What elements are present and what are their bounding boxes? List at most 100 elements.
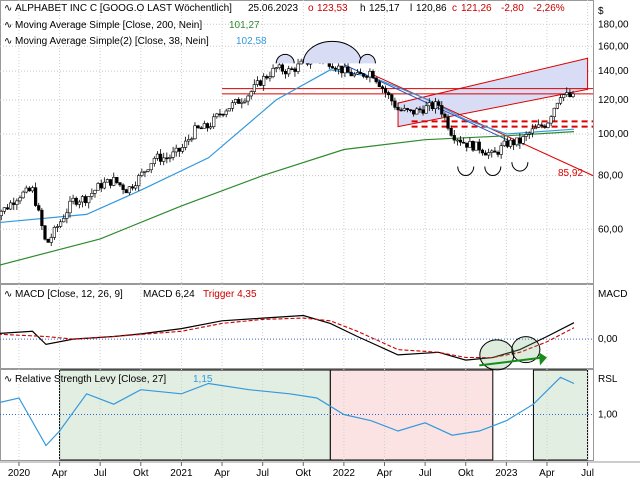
candle-body — [352, 73, 356, 77]
candle-body — [80, 196, 85, 203]
candle-body — [412, 109, 416, 115]
candle-body — [205, 123, 210, 129]
candle-body — [224, 110, 228, 115]
open-value: 123,53 — [317, 3, 348, 14]
candle-body — [480, 149, 484, 154]
candle-body — [505, 140, 509, 147]
candle-body — [199, 127, 203, 130]
candle-body — [471, 141, 475, 151]
candle-body — [196, 125, 200, 129]
candle-body — [452, 135, 456, 141]
candle-body — [65, 212, 69, 219]
time-tick-label: Jul — [256, 468, 269, 479]
candle-body — [118, 182, 122, 186]
data-series — [0, 69, 575, 447]
candle-body — [283, 70, 288, 75]
candle-body — [152, 158, 156, 164]
candle-body — [527, 132, 531, 135]
candle-body — [446, 116, 450, 129]
candle-body — [93, 189, 97, 194]
candle-body — [537, 124, 541, 128]
macd-icon: ∿ — [4, 289, 12, 300]
candle-body — [258, 80, 263, 86]
candle-body — [333, 67, 338, 70]
candle-body — [371, 70, 375, 79]
candle-body — [21, 191, 25, 199]
candle-body — [177, 147, 181, 152]
candle-body — [280, 64, 285, 72]
price-tick-label: 60,00 — [598, 224, 623, 235]
candle-body — [546, 122, 550, 128]
candle-body — [421, 109, 425, 114]
candle-body — [149, 163, 153, 171]
grid-lines — [0, 0, 593, 466]
bottom-arc — [484, 166, 502, 177]
candle-body — [59, 221, 63, 227]
candle-body — [109, 179, 113, 186]
candle-body — [368, 70, 372, 78]
candle-body — [362, 73, 366, 77]
candle-body — [512, 139, 516, 146]
shoulder-arc — [358, 53, 376, 64]
candle-body — [30, 187, 35, 192]
macd-tick-label: 0,00 — [598, 334, 618, 345]
panel-frame-1 — [0, 284, 594, 369]
sma200-line — [0, 131, 575, 266]
candle-body — [380, 86, 385, 89]
sma38-icon: ∿ — [4, 36, 12, 47]
close-label: c — [452, 3, 457, 14]
candle-body — [533, 127, 538, 130]
candle-body — [508, 139, 513, 147]
time-tick-label: Okt — [295, 468, 311, 479]
candle-body — [262, 76, 266, 86]
candle-body — [249, 91, 253, 97]
time-tick-label: Apr — [52, 468, 68, 479]
candle-body — [27, 187, 31, 192]
candle-body — [212, 116, 216, 127]
candle-body — [190, 138, 194, 141]
candle-body — [49, 237, 53, 243]
time-tick-label: 2022 — [333, 468, 356, 479]
candle-body — [96, 183, 100, 191]
candle-body — [390, 94, 394, 102]
rsl-tick-label: 1,00 — [598, 410, 618, 421]
rsl-zone-2 — [532, 369, 589, 461]
candle-body — [102, 181, 106, 189]
candle-body — [24, 187, 28, 193]
time-tick-label: 2020 — [8, 468, 31, 479]
candle-body — [330, 66, 335, 69]
candle-body — [155, 153, 160, 159]
candle-body — [287, 68, 291, 75]
candle-body — [255, 80, 260, 85]
candle-body — [158, 153, 163, 162]
candle-body — [555, 102, 559, 109]
candle-body — [337, 65, 341, 70]
candle-body — [521, 136, 525, 144]
candle-body — [183, 140, 188, 148]
macd-signal-arrow — [479, 356, 544, 367]
sma200-label: Moving Average Simple [Close, 200, Nein] — [15, 20, 202, 31]
candle-body — [346, 66, 350, 73]
candle-body — [487, 152, 491, 156]
candle-body — [171, 151, 175, 158]
change-value: -2,80 — [501, 3, 524, 14]
candle-body — [237, 99, 241, 104]
candle-body — [208, 126, 213, 129]
candle-body — [0, 210, 3, 217]
candle-body — [221, 113, 225, 116]
bottom-arc — [511, 162, 529, 172]
candle-body — [105, 179, 110, 183]
candle-body — [355, 72, 360, 75]
time-tick-label: Apr — [377, 468, 393, 479]
candle-body — [124, 189, 128, 194]
trend-annotations — [222, 57, 594, 177]
candle-body — [477, 141, 481, 151]
candle-body — [571, 93, 575, 97]
candle-body — [387, 92, 391, 96]
rsl-value: 1,15 — [193, 374, 213, 385]
candle-body — [143, 170, 147, 173]
candle-body — [62, 218, 66, 223]
candle-body — [396, 107, 400, 111]
candle-body — [227, 108, 231, 112]
